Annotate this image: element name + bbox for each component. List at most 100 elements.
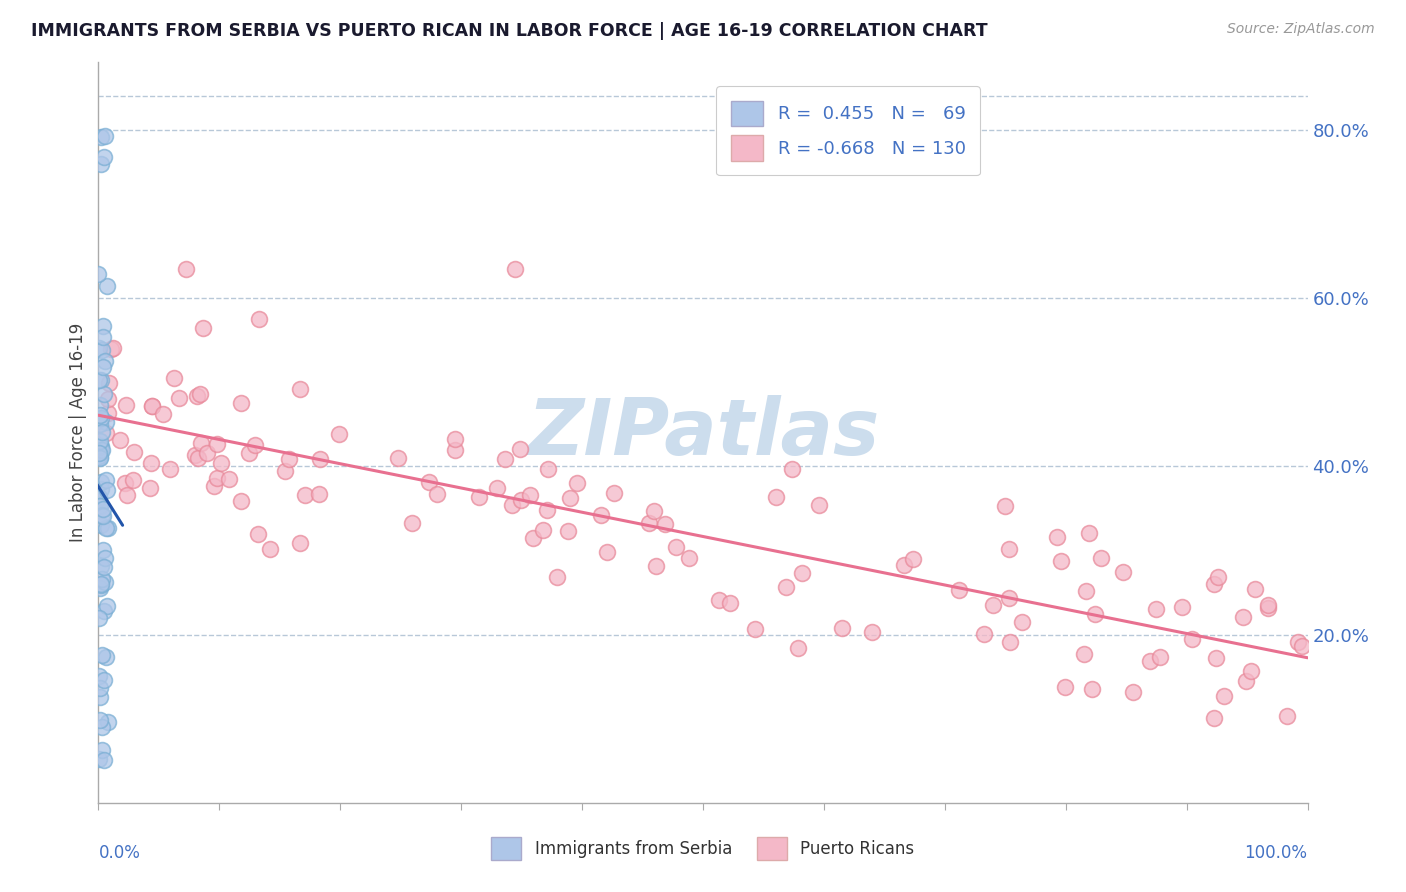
- Point: [418, 475, 440, 489]
- Point: [91, 502, 114, 516]
- Point: [89, 491, 111, 506]
- Point: [89, 408, 111, 422]
- Point: [190, 435, 212, 450]
- Point: [401, 516, 423, 531]
- Point: [191, 320, 214, 334]
- Point: [96, 483, 118, 497]
- Point: [948, 582, 970, 597]
- Point: [89, 450, 111, 465]
- Point: [1139, 654, 1161, 668]
- Point: [1277, 708, 1299, 723]
- Point: [1240, 664, 1263, 678]
- Point: [91, 359, 114, 374]
- Point: [1011, 615, 1033, 629]
- Point: [426, 487, 449, 501]
- Point: [1074, 583, 1097, 598]
- Text: 100.0%: 100.0%: [1244, 844, 1308, 862]
- Point: [1257, 598, 1279, 612]
- Point: [89, 398, 111, 412]
- Point: [94, 129, 117, 144]
- Point: [308, 487, 330, 501]
- Point: [537, 461, 560, 475]
- Point: [1122, 685, 1144, 699]
- Point: [90, 742, 112, 756]
- Point: [90, 130, 112, 145]
- Point: [1084, 607, 1107, 622]
- Point: [1204, 711, 1226, 725]
- Text: ZIPatlas: ZIPatlas: [527, 394, 879, 471]
- Point: [90, 482, 112, 496]
- Point: [1206, 570, 1229, 584]
- Point: [903, 552, 925, 566]
- Point: [89, 713, 111, 727]
- Point: [273, 464, 295, 478]
- Point: [117, 488, 139, 502]
- Point: [163, 371, 186, 385]
- Point: [1000, 634, 1022, 648]
- Point: [1081, 681, 1104, 696]
- Point: [91, 543, 114, 558]
- Point: [90, 508, 112, 522]
- Point: [90, 517, 112, 532]
- Point: [90, 373, 112, 387]
- Point: [998, 541, 1021, 556]
- Point: [637, 516, 659, 530]
- Point: [97, 392, 120, 407]
- Point: [90, 578, 112, 592]
- Point: [1149, 649, 1171, 664]
- Point: [709, 593, 731, 607]
- Point: [486, 481, 509, 495]
- Point: [744, 622, 766, 636]
- Point: [89, 681, 111, 696]
- Point: [94, 425, 117, 440]
- Point: [596, 544, 619, 558]
- Point: [114, 398, 136, 412]
- Point: [141, 456, 163, 470]
- Point: [780, 462, 803, 476]
- Point: [536, 503, 558, 517]
- Point: [89, 445, 111, 459]
- Point: [89, 417, 111, 432]
- Point: [1050, 554, 1073, 568]
- Point: [90, 443, 112, 458]
- Y-axis label: In Labor Force | Age 16-19: In Labor Force | Age 16-19: [69, 323, 87, 542]
- Point: [994, 499, 1017, 513]
- Text: IMMIGRANTS FROM SERBIA VS PUERTO RICAN IN LABOR FORCE | AGE 16-19 CORRELATION CH: IMMIGRANTS FROM SERBIA VS PUERTO RICAN I…: [31, 22, 987, 40]
- Point: [209, 456, 232, 470]
- Point: [1078, 526, 1101, 541]
- Point: [501, 498, 523, 512]
- Point: [531, 523, 554, 537]
- Point: [290, 382, 312, 396]
- Point: [981, 599, 1004, 613]
- Point: [1244, 582, 1267, 596]
- Point: [309, 452, 332, 467]
- Point: [1234, 673, 1257, 688]
- Point: [89, 450, 111, 465]
- Point: [387, 450, 409, 465]
- Point: [831, 621, 853, 635]
- Point: [775, 580, 797, 594]
- Point: [249, 312, 271, 326]
- Point: [87, 669, 110, 683]
- Point: [1202, 577, 1225, 591]
- Point: [509, 442, 531, 456]
- Point: [89, 499, 111, 513]
- Point: [90, 475, 112, 490]
- Point: [152, 407, 174, 421]
- Point: [288, 535, 311, 549]
- Point: [503, 261, 526, 276]
- Point: [787, 641, 810, 656]
- Point: [97, 521, 120, 535]
- Point: [1205, 650, 1227, 665]
- Point: [718, 596, 741, 610]
- Point: [560, 491, 582, 505]
- Point: [893, 558, 915, 573]
- Point: [97, 715, 120, 730]
- Point: [494, 452, 516, 467]
- Point: [94, 354, 117, 368]
- Point: [238, 446, 260, 460]
- Point: [678, 551, 700, 566]
- Point: [218, 471, 240, 485]
- Point: [188, 387, 211, 401]
- Point: [546, 570, 568, 584]
